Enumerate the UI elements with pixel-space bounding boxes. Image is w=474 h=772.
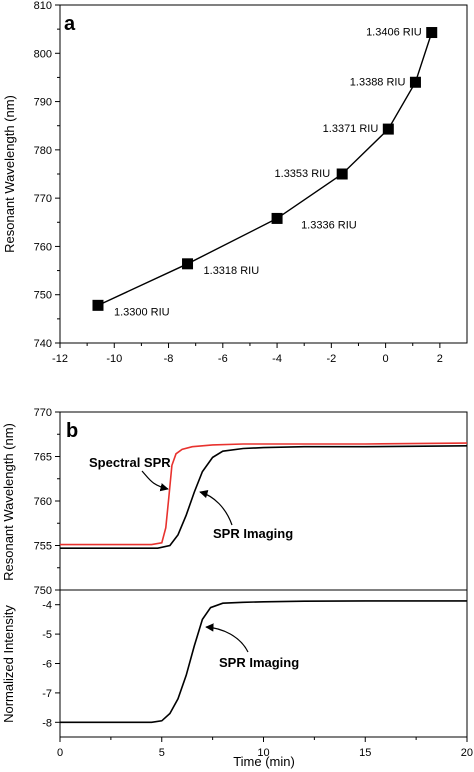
panel-b-y-tick-label: 750	[34, 585, 52, 597]
panel-a-y-tick-label: 790	[34, 97, 52, 109]
panel-c-x-tick-label: 20	[461, 747, 473, 759]
panel-b-y-axis-title: Resonant Wavelength (nm)	[1, 423, 16, 581]
panel-a-data-point	[426, 27, 438, 39]
panel-a-point-label: 1.3300 RIU	[114, 306, 170, 318]
panel-a-data-point	[92, 299, 104, 311]
panel-c-x-tick-label: 5	[159, 747, 165, 759]
panel-a-letter: a	[64, 13, 76, 35]
panel-a-y-axis-title: Resonant Wavelength (nm)	[2, 95, 17, 253]
panel-c-y-axis-title: Normalized Intensity	[1, 605, 16, 723]
panel-a-y-tick-label: 760	[34, 241, 52, 253]
panel-c-series-spr-imaging	[60, 600, 467, 724]
panel-a-x-tick-label: -4	[272, 353, 282, 365]
panel-b-plot-area	[59, 411, 468, 591]
panel-a-x-tick-label: 0	[383, 353, 389, 365]
panel-c-y-tick-label: -4	[42, 600, 52, 612]
panel-b-letter: b	[66, 420, 78, 442]
panel-a-x-tick-label: -10	[106, 353, 122, 365]
panel-b-annotation-spr-imaging: SPR Imaging	[213, 526, 293, 541]
panel-a-y-tick-label: 800	[34, 48, 52, 60]
panel-c-annotation-spr-imaging: SPR Imaging	[219, 655, 299, 670]
panel-b-annotation-spectral-spr: Spectral SPR	[89, 455, 171, 470]
panel-a-point-label: 1.3353 RIU	[275, 168, 331, 180]
panel-c-arrow-spr-imaging	[205, 623, 249, 653]
panel-c-y-tick-label: -6	[42, 659, 52, 671]
panel-c-y-tick-label: -5	[42, 629, 52, 641]
panel-a: a Resonant Wavelength (nm) -12 -10 -8 -6 -4 -…	[2, 0, 468, 365]
panel-b: b Resonant Wavelength (nm) 750 755 760 765 7…	[1, 407, 468, 597]
panel-b-y-tick-label: 765	[34, 452, 52, 464]
panel-a-data-point	[382, 123, 394, 135]
panel-b-y-tick-label: 770	[34, 407, 52, 419]
panel-a-point-label: 1.3406 RIU	[366, 27, 422, 39]
panel-a-x-tick-label: -6	[218, 353, 228, 365]
panel-a-y-tick-label: 750	[34, 290, 52, 302]
panel-a-x-tick-label: -2	[326, 353, 336, 365]
panel-b-series-spr-imaging	[60, 445, 468, 549]
panel-a-point-label: 1.3388 RIU	[350, 76, 406, 88]
panel-a-y-tick-label: 810	[34, 0, 52, 12]
panel-a-point-label: 1.3336 RIU	[301, 219, 357, 231]
panel-b-arrow-spectral-spr	[141, 470, 169, 492]
panel-a-data-point	[271, 212, 283, 224]
panel-c-x-tick-label: 15	[359, 747, 371, 759]
panel-c-y-tick-label: -8	[42, 717, 52, 729]
panel-a-data-point	[336, 168, 348, 180]
panel-a-series-line	[97, 32, 433, 306]
panel-c-x-axis-title: Time (min)	[233, 754, 295, 769]
panel-a-data-point	[182, 258, 194, 270]
panel-c-y-tick-label: -7	[42, 688, 52, 700]
panel-a-point-label: 1.3318 RIU	[204, 265, 260, 277]
panel-c-x-tick-label: 0	[57, 747, 63, 759]
panel-a-y-tick-label: 740	[34, 338, 52, 350]
panel-a-x-tick-label: 2	[437, 353, 443, 365]
panel-a-y-tick-label: 780	[34, 145, 52, 157]
panel-a-plot-area	[59, 4, 468, 344]
panel-a-x-tick-label: -8	[164, 353, 174, 365]
panel-a-x-tick-label: -12	[52, 353, 68, 365]
panel-c-x-tick-label: 10	[257, 747, 269, 759]
panel-c: Normalized Intensity Time (min) -8 -7 -6 -5…	[1, 455, 473, 769]
panel-a-data-point	[409, 76, 421, 88]
panel-b-y-tick-label: 755	[34, 541, 52, 553]
panel-b-series-spectral-spr	[60, 442, 468, 546]
panel-a-y-tick-label: 770	[34, 193, 52, 205]
panel-b-arrow-spr-imaging	[199, 490, 233, 526]
panel-a-point-label: 1.3371 RIU	[323, 123, 379, 135]
panel-b-y-tick-label: 760	[34, 496, 52, 508]
